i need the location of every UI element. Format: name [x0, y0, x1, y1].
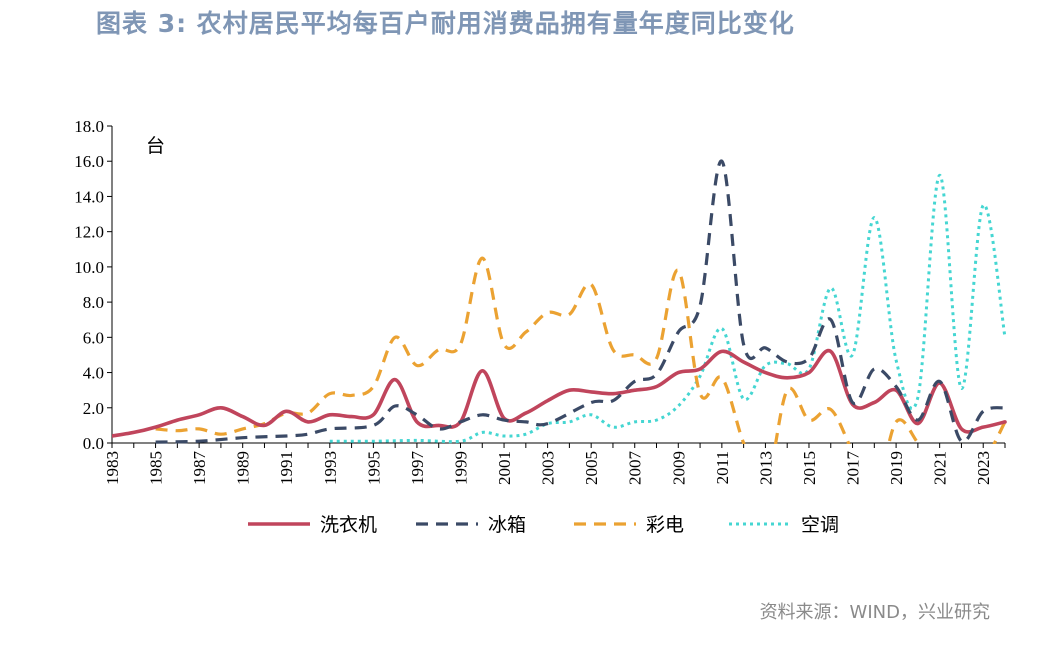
legend-item-color-tv: 彩电 [574, 514, 684, 536]
y-axis-unit-label: 台 [146, 135, 165, 157]
x-tick-label: 1983 [103, 451, 122, 485]
x-tick-label: 2003 [539, 451, 558, 485]
x-tick-label: 2019 [887, 451, 906, 485]
series-air-conditioner [329, 173, 1007, 444]
legend-label: 洗衣机 [320, 514, 377, 536]
x-tick-label: 2021 [931, 451, 950, 485]
x-tick-label: 2005 [582, 451, 601, 485]
x-tick-label: 2007 [626, 451, 645, 486]
x-tick-label: 1987 [190, 451, 209, 486]
y-tick-label: 4.0 [83, 364, 104, 383]
x-tick-label: 2009 [669, 451, 688, 485]
x-tick-label: 1995 [364, 451, 383, 485]
y-tick-label: 14.0 [74, 187, 104, 206]
legend-label: 空调 [801, 514, 839, 536]
x-tick-label: 2001 [495, 451, 514, 485]
series-refrigerator [155, 159, 1006, 444]
x-tick-label: 2011 [713, 451, 732, 484]
chart-title: 图表 3: 农村居民平均每百户耐用消费品拥有量年度同比变化 [96, 9, 795, 38]
y-tick-label: 8.0 [83, 293, 104, 312]
legend: 洗衣机 冰箱 彩电 空调 [248, 514, 839, 536]
series-washing-machine [112, 348, 1007, 438]
x-tick-label: 1989 [234, 451, 253, 485]
x-tick-label: 2023 [974, 451, 993, 485]
x-tick-label: 2017 [844, 451, 863, 486]
y-tick-label: 0.0 [83, 434, 104, 453]
legend-item-refrigerator: 冰箱 [416, 514, 526, 536]
x-tick-label: 2013 [756, 451, 775, 485]
source-note: 资料来源：WIND，兴业研究 [759, 602, 990, 623]
y-tick-label: 10.0 [74, 258, 104, 277]
y-tick-label: 12.0 [74, 223, 104, 242]
x-tick-label: 2015 [800, 451, 819, 485]
y-tick-label: 6.0 [83, 328, 104, 347]
legend-label: 冰箱 [488, 514, 526, 536]
y-tick-label: 16.0 [74, 152, 104, 171]
x-tick-label: 1993 [321, 451, 340, 485]
x-axis: 1983 1985 1987 1989 1991 1993 1995 1997 1999 2001… [103, 442, 1006, 486]
series-layer [112, 159, 1007, 444]
y-tick-label: 2.0 [83, 399, 104, 418]
x-tick-label: 1997 [408, 451, 427, 486]
y-axis: 0.0 2.0 4.0 6.0 8.0 10.0 12.0 14.0 16.0 18.0 [74, 117, 113, 453]
legend-item-washing-machine: 洗衣机 [248, 514, 377, 536]
legend-label: 彩电 [646, 514, 684, 536]
x-tick-label: 1999 [451, 451, 470, 485]
legend-item-air-conditioner: 空调 [729, 514, 839, 536]
y-tick-label: 18.0 [74, 117, 104, 136]
x-tick-label: 1985 [147, 451, 166, 485]
x-tick-label: 1991 [277, 451, 296, 485]
